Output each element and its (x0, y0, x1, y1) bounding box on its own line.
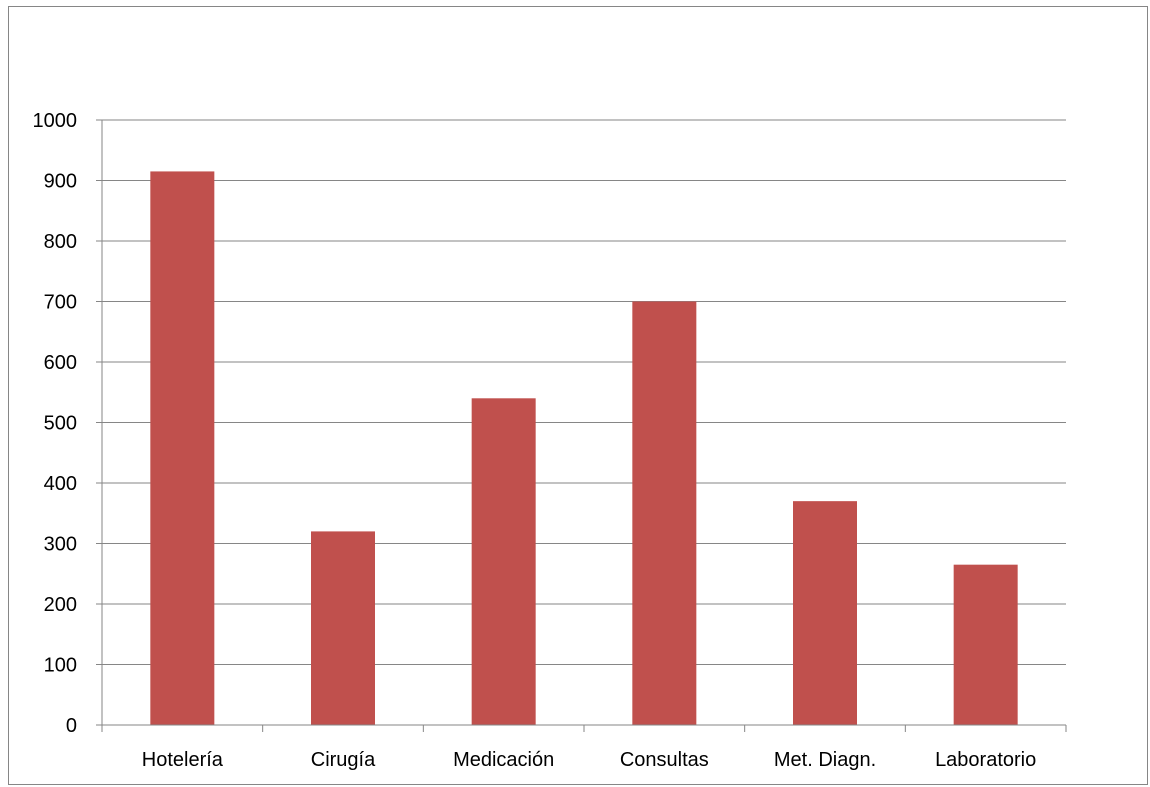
y-tick-label: 1000 (33, 110, 78, 132)
axes (96, 119, 1067, 732)
y-tick-label: 900 (44, 171, 77, 193)
bar-0 (150, 171, 215, 726)
y-tick-label: 100 (44, 655, 77, 677)
x-tick-label: Consultas (620, 749, 709, 771)
bar-4 (793, 501, 857, 725)
y-tick-label: 0 (66, 715, 77, 737)
x-tick-label: Cirugía (311, 749, 376, 771)
bar-5 (953, 564, 1018, 725)
y-tick-label: 500 (44, 413, 77, 435)
y-tick-label: 300 (44, 534, 77, 556)
x-tick-label: Met. Diagn. (774, 749, 876, 771)
bar-2 (471, 398, 536, 725)
gridlines (102, 119, 1066, 665)
tick-labels: 0 100 200 300 400 500 600 700 800 900 1000 Hotelerí… (33, 110, 1037, 771)
y-tick-label: 400 (44, 473, 77, 495)
bar-3 (632, 301, 697, 725)
x-tick-label: Hotelería (142, 749, 224, 771)
bar-1 (311, 531, 375, 725)
x-tick-label: Medicación (453, 749, 554, 771)
y-tick-label: 700 (44, 292, 77, 314)
x-tick-label: Laboratorio (935, 749, 1036, 771)
y-tick-label: 600 (44, 352, 77, 374)
y-tick-label: 200 (44, 594, 77, 616)
y-tick-label: 800 (44, 231, 77, 253)
bars (150, 171, 1018, 726)
